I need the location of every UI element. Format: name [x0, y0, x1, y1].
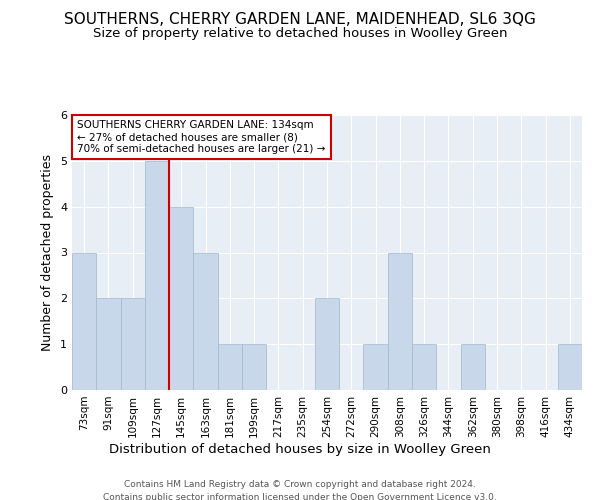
Bar	[412, 344, 436, 390]
Bar	[461, 344, 485, 390]
Text: Distribution of detached houses by size in Woolley Green: Distribution of detached houses by size …	[109, 442, 491, 456]
Bar	[169, 206, 193, 390]
Text: SOUTHERNS CHERRY GARDEN LANE: 134sqm
← 27% of detached houses are smaller (8)
70: SOUTHERNS CHERRY GARDEN LANE: 134sqm ← 2…	[77, 120, 325, 154]
Bar	[558, 344, 582, 390]
Text: SOUTHERNS, CHERRY GARDEN LANE, MAIDENHEAD, SL6 3QG: SOUTHERNS, CHERRY GARDEN LANE, MAIDENHEA…	[64, 12, 536, 28]
Bar	[218, 344, 242, 390]
Bar	[121, 298, 145, 390]
Text: Size of property relative to detached houses in Woolley Green: Size of property relative to detached ho…	[93, 28, 507, 40]
Bar	[145, 161, 169, 390]
Bar	[242, 344, 266, 390]
Text: Contains HM Land Registry data © Crown copyright and database right 2024.
Contai: Contains HM Land Registry data © Crown c…	[103, 480, 497, 500]
Bar	[364, 344, 388, 390]
Bar	[72, 252, 96, 390]
Y-axis label: Number of detached properties: Number of detached properties	[41, 154, 55, 351]
Bar	[193, 252, 218, 390]
Bar	[388, 252, 412, 390]
Bar	[315, 298, 339, 390]
Bar	[96, 298, 121, 390]
